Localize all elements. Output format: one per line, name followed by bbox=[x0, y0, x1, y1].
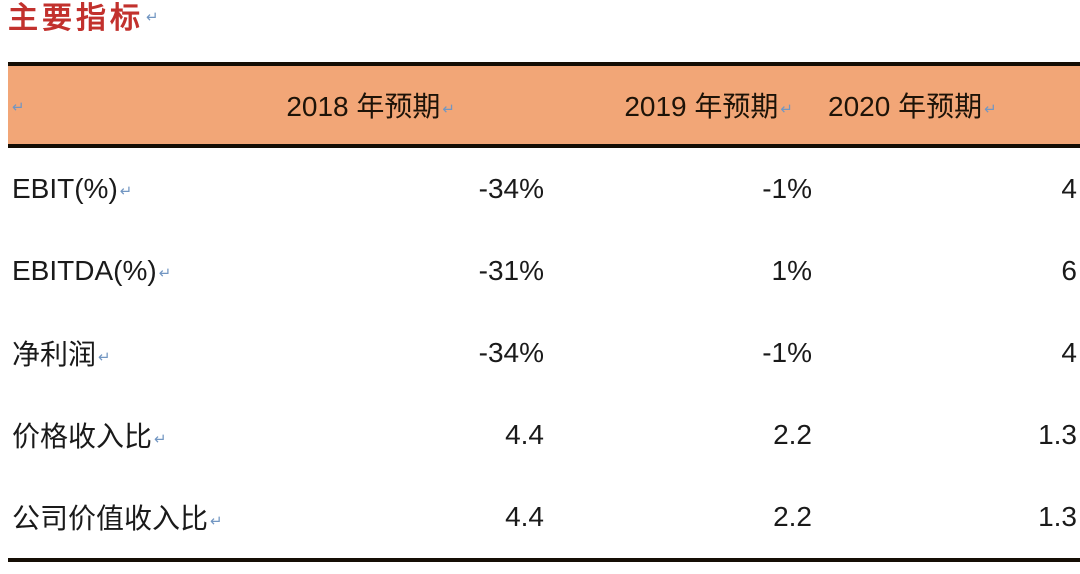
value-cell: 2.2 bbox=[773, 501, 812, 532]
value-cell: 4.4 bbox=[505, 419, 544, 450]
table-header-row: ↵ 2018 年预期 ↵ 2019 年预期 ↵ 2020 年预期 ↵ bbox=[8, 66, 1080, 148]
table-row: EBITDA(%) ↵ -31% 1% 6 bbox=[8, 230, 1080, 312]
column-header-2019: 2019 年预期 ↵ bbox=[624, 91, 793, 122]
line-break-mark-icon: ↵ bbox=[119, 183, 133, 200]
line-break-mark-icon: ↵ bbox=[146, 9, 159, 26]
line-break-mark-icon: ↵ bbox=[210, 513, 223, 530]
value-cell: 2.2 bbox=[773, 419, 812, 450]
line-break-mark-icon: ↵ bbox=[98, 349, 111, 366]
value-cell: -34% bbox=[478, 173, 544, 204]
header-cell-empty: ↵ bbox=[8, 89, 248, 121]
row-label: EBITDA(%) ↵ bbox=[12, 255, 172, 286]
value-cell: 1% bbox=[771, 255, 812, 286]
table-row: EBIT(%) ↵ -34% -1% 4 bbox=[8, 148, 1080, 230]
value-cell: -1% bbox=[762, 337, 812, 368]
row-label: 价格收入比 ↵ bbox=[12, 421, 167, 452]
line-break-mark-icon: ↵ bbox=[12, 99, 25, 116]
table-row: 公司价值收入比 ↵ 4.4 2.2 1.3 bbox=[8, 476, 1080, 558]
table-row: 净利润 ↵ -34% -1% 4 bbox=[8, 312, 1080, 394]
row-label: EBIT(%) ↵ bbox=[12, 173, 133, 204]
value-cell: -1% bbox=[762, 173, 812, 204]
line-break-mark-icon: ↵ bbox=[780, 101, 793, 118]
indicators-table: ↵ 2018 年预期 ↵ 2019 年预期 ↵ 2020 年预期 ↵ EBIT(%) ↵… bbox=[8, 62, 1080, 562]
page-title-text: 主要指标 bbox=[8, 2, 144, 35]
row-label: 净利润 ↵ bbox=[12, 339, 111, 370]
value-cell: 1.3 bbox=[1038, 419, 1077, 450]
page-title: 主要指标 ↵ bbox=[8, 0, 159, 39]
table-row: 价格收入比 ↵ 4.4 2.2 1.3 bbox=[8, 394, 1080, 476]
value-cell: 1.3 bbox=[1038, 501, 1077, 532]
line-break-mark-icon: ↵ bbox=[154, 431, 167, 448]
line-break-mark-icon: ↵ bbox=[442, 101, 455, 118]
line-break-mark-icon: ↵ bbox=[984, 101, 997, 118]
value-cell: -31% bbox=[478, 255, 544, 286]
column-header-2020: 2020 年预期 ↵ bbox=[828, 91, 997, 122]
column-header-2018: 2018 年预期 ↵ bbox=[286, 91, 455, 122]
value-cell: 4.4 bbox=[505, 501, 544, 532]
value-cell: 4 bbox=[1061, 337, 1077, 368]
value-cell: 4 bbox=[1061, 173, 1077, 204]
row-label: 公司价值收入比 ↵ bbox=[12, 503, 223, 534]
value-cell: -34% bbox=[478, 337, 544, 368]
line-break-mark-icon: ↵ bbox=[158, 265, 172, 282]
value-cell: 6 bbox=[1061, 255, 1077, 286]
